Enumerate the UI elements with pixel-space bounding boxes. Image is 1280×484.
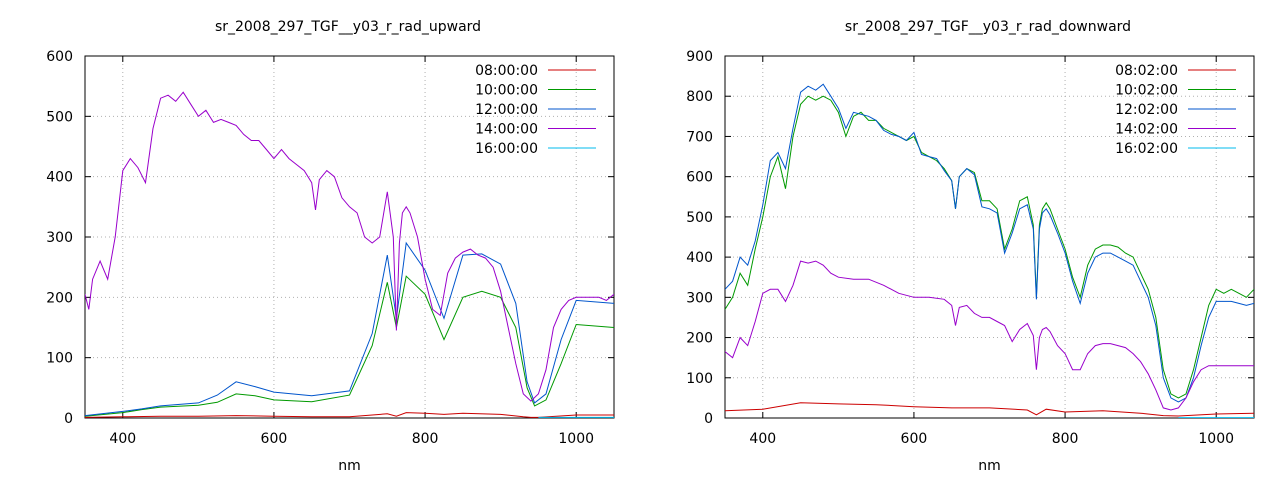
y-tick-label: 300 (46, 230, 73, 246)
legend-label: 12:00:00 (475, 102, 538, 118)
x-tick-label: 800 (1052, 431, 1079, 447)
chart-panel-2: sr_2008_297_TGF__y03_r_rad_downward 400 60… (686, 19, 1255, 474)
legend-label: 14:00:00 (475, 122, 538, 138)
legend-label: 08:02:00 (1115, 63, 1178, 79)
y-tick-label: 500 (46, 109, 73, 125)
y-tick-label: 800 (686, 89, 713, 105)
y-tick-label: 100 (46, 351, 73, 367)
chart-panel-1: sr_2008_297_TGF__y03_r_rad_upward 400 600 8… (46, 19, 615, 474)
legend: 08:00:00 10:00:00 12:00:00 14:00:00 16:00:00 (475, 63, 596, 157)
y-tick-label: 200 (686, 331, 713, 347)
y-tick-label: 700 (686, 129, 713, 145)
x-tick-label: 400 (749, 431, 776, 447)
legend-label: 14:02:00 (1115, 122, 1178, 138)
x-tick-label: 600 (261, 431, 288, 447)
chart-title: sr_2008_297_TGF__y03_r_rad_upward (215, 19, 481, 35)
y-tick-label: 200 (46, 290, 73, 306)
x-tick-label: 400 (109, 431, 136, 447)
y-tick-label: 400 (686, 250, 713, 266)
x-tick-label: 1000 (1198, 431, 1234, 447)
series-line-14-02-00 (725, 260, 1254, 411)
x-tick-label: 600 (901, 431, 928, 447)
plot-frame (724, 55, 1255, 419)
legend: 08:02:00 10:02:00 12:02:00 14:02:00 16:02:00 (1115, 63, 1236, 157)
legend-label: 08:00:00 (475, 63, 538, 79)
series-line-12-02-00 (725, 83, 1254, 403)
series-line-08-02-00 (725, 402, 1254, 417)
series-line-10-02-00 (725, 95, 1254, 399)
chart-title: sr_2008_297_TGF__y03_r_rad_downward (845, 19, 1131, 35)
y-tick-label: 0 (704, 411, 713, 427)
series-line-08-00-00 (85, 412, 614, 418)
y-tick-label: 500 (686, 210, 713, 226)
y-tick-label: 100 (686, 371, 713, 387)
legend-label: 16:00:00 (475, 141, 538, 157)
y-tick-label: 400 (46, 170, 73, 186)
y-tick-label: 0 (64, 411, 73, 427)
x-axis-label: nm (338, 458, 361, 474)
y-tick-label: 300 (686, 290, 713, 306)
legend-label: 10:00:00 (475, 83, 538, 99)
legend-label: 12:02:00 (1115, 102, 1178, 118)
legend-label: 16:02:00 (1115, 141, 1178, 157)
series-line-12-00-00 (85, 241, 614, 417)
x-axis-label: nm (978, 458, 1001, 474)
y-tick-label: 600 (46, 49, 73, 65)
legend-label: 10:02:00 (1115, 83, 1178, 99)
y-tick-label: 600 (686, 170, 713, 186)
y-tick-label: 900 (686, 49, 713, 65)
x-tick-label: 1000 (558, 431, 594, 447)
series-line-14-00-00 (85, 91, 614, 402)
x-tick-label: 800 (412, 431, 439, 447)
